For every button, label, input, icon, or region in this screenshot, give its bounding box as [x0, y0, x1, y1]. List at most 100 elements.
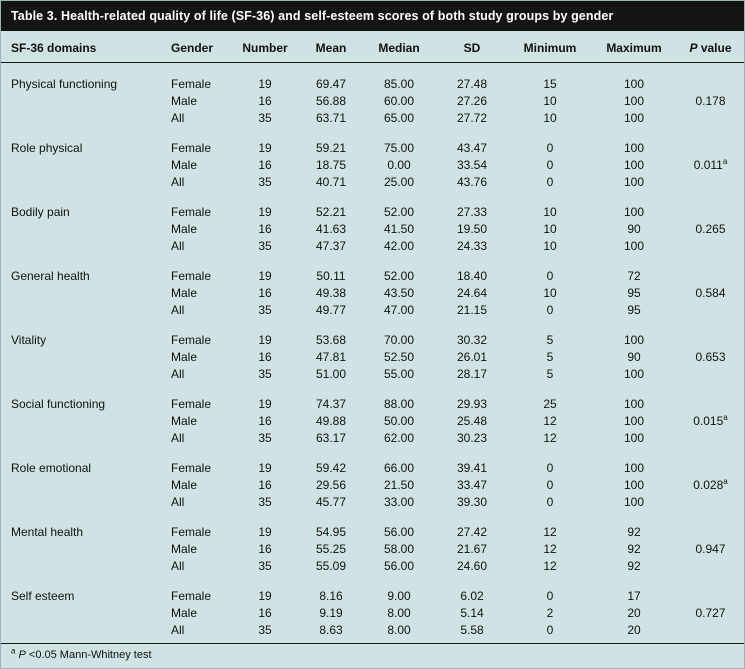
- gender-cell: All: [171, 495, 185, 509]
- sd-cell: 24.33: [456, 239, 488, 253]
- median-cell: 56.00: [383, 559, 415, 573]
- number-cell: 35: [258, 111, 272, 125]
- gender-cell: Male: [171, 158, 198, 172]
- sd-cell: 33.54: [456, 158, 488, 172]
- domain-cell: [1, 93, 159, 110]
- sd-cell: 18.40: [456, 269, 488, 283]
- median-cell: 8.00: [387, 606, 411, 620]
- number-cell: 19: [258, 141, 272, 155]
- maximum-cell: 100: [623, 478, 645, 492]
- table-row: All 35 47.37 42.00 24.33 10 100: [1, 238, 744, 255]
- domain-cell: [1, 430, 159, 447]
- median-cell: 56.00: [383, 525, 415, 539]
- median-cell: 60.00: [383, 94, 415, 108]
- mean-cell: 49.38: [315, 286, 347, 300]
- number-cell: 16: [258, 94, 272, 108]
- sd-cell: 43.47: [456, 141, 488, 155]
- table-container: SF-36 domains Gender Number Mean Median …: [1, 31, 744, 643]
- domain-cell: Bodily pain: [11, 205, 70, 219]
- maximum-cell: 20: [627, 623, 641, 637]
- domain-cell: [1, 622, 159, 639]
- domain-cell: [1, 238, 159, 255]
- domain-cell: [1, 413, 159, 430]
- p-value-cell: [677, 174, 744, 191]
- gender-cell: Male: [171, 542, 198, 556]
- median-cell: 52.00: [383, 205, 415, 219]
- domain-cell: [1, 221, 159, 238]
- table-row: Social functioning Female 19 74.37 88.00 29.9…: [1, 383, 744, 413]
- number-cell: 19: [258, 525, 272, 539]
- maximum-cell: 100: [623, 333, 645, 347]
- p-value-cell: 0.947: [695, 542, 726, 556]
- p-value-cell: 0.653: [695, 350, 726, 364]
- mean-cell: 8.16: [319, 589, 343, 603]
- table-row: Mental health Female 19 54.95 56.00 27.42 12 92: [1, 511, 744, 541]
- gender-cell: All: [171, 111, 185, 125]
- domain-cell: [1, 366, 159, 383]
- sd-cell: 27.33: [456, 205, 488, 219]
- table-row: Male 16 49.88 50.00 25.48 12 100 0.015a: [1, 413, 744, 430]
- minimum-cell: 15: [543, 77, 557, 91]
- mean-cell: 9.19: [319, 606, 343, 620]
- mean-cell: 63.71: [315, 111, 347, 125]
- median-cell: 50.00: [383, 414, 415, 428]
- minimum-cell: 0: [546, 175, 554, 189]
- domain-cell: [1, 110, 159, 127]
- minimum-cell: 10: [543, 205, 557, 219]
- minimum-cell: 0: [546, 589, 554, 603]
- p-header-rest: value: [697, 41, 732, 55]
- number-cell: 19: [258, 397, 272, 411]
- domain-cell: [1, 558, 159, 575]
- minimum-cell: 0: [546, 269, 554, 283]
- p-value-cell: [677, 302, 744, 319]
- mean-cell: 74.37: [315, 397, 347, 411]
- col-header-mean: Mean: [299, 31, 363, 63]
- number-cell: 35: [258, 623, 272, 637]
- gender-cell: All: [171, 431, 185, 445]
- gender-cell: Female: [171, 205, 212, 219]
- gender-cell: Female: [171, 77, 212, 91]
- mean-cell: 18.75: [315, 158, 347, 172]
- median-cell: 88.00: [383, 397, 415, 411]
- mean-cell: 41.63: [315, 222, 347, 236]
- minimum-cell: 0: [546, 461, 554, 475]
- minimum-cell: 5: [546, 333, 554, 347]
- table-row: All 35 63.71 65.00 27.72 10 100: [1, 110, 744, 127]
- median-cell: 85.00: [383, 77, 415, 91]
- domain-cell: [1, 605, 159, 622]
- median-cell: 41.50: [383, 222, 415, 236]
- domain-cell: Self esteem: [11, 589, 75, 603]
- sd-cell: 29.93: [456, 397, 488, 411]
- minimum-cell: 0: [546, 141, 554, 155]
- maximum-cell: 90: [627, 350, 641, 364]
- table-row: Male 16 41.63 41.50 19.50 10 90 0.265: [1, 221, 744, 238]
- gender-cell: All: [171, 623, 185, 637]
- minimum-cell: 0: [546, 478, 554, 492]
- domain-cell: Mental health: [11, 525, 84, 539]
- median-cell: 52.00: [383, 269, 415, 283]
- p-header-italic: P: [689, 41, 698, 55]
- table-row: Physical functioning Female 19 69.47 85.00 27…: [1, 63, 744, 94]
- sd-cell: 6.02: [460, 589, 484, 603]
- maximum-cell: 100: [623, 431, 645, 445]
- p-value-cell: 0.015a: [693, 413, 728, 429]
- p-value-cell: [677, 191, 744, 221]
- minimum-cell: 10: [543, 239, 557, 253]
- gender-cell: Male: [171, 606, 198, 620]
- number-cell: 35: [258, 303, 272, 317]
- maximum-cell: 100: [623, 495, 645, 509]
- mean-cell: 49.88: [315, 414, 347, 428]
- maximum-cell: 100: [623, 94, 645, 108]
- median-cell: 25.00: [383, 175, 415, 189]
- table-row: Role physical Female 19 59.21 75.00 43.47 0 100: [1, 127, 744, 157]
- mean-cell: 8.63: [319, 623, 343, 637]
- minimum-cell: 12: [543, 414, 557, 428]
- domain-cell: [1, 541, 159, 558]
- sd-cell: 25.48: [456, 414, 488, 428]
- gender-cell: Female: [171, 589, 212, 603]
- maximum-cell: 100: [623, 397, 645, 411]
- sf36-scores-table: SF-36 domains Gender Number Mean Median …: [1, 31, 744, 639]
- p-value-cell: [677, 63, 744, 94]
- p-value-cell: [677, 255, 744, 285]
- maximum-cell: 92: [627, 559, 641, 573]
